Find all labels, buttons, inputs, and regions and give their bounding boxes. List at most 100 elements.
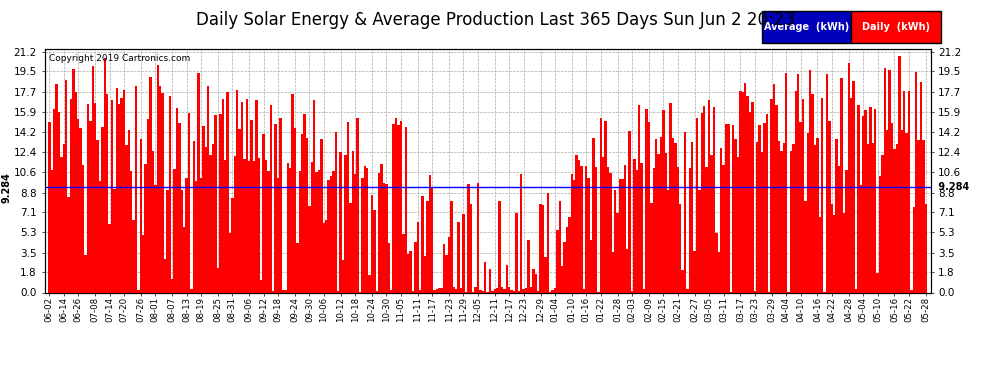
Bar [205, 147, 207, 292]
Bar [397, 124, 400, 292]
Bar [742, 92, 744, 292]
Bar [718, 252, 720, 292]
Bar [419, 290, 422, 292]
Bar [116, 88, 118, 292]
Bar [306, 138, 308, 292]
Bar [202, 126, 205, 292]
Bar [296, 243, 299, 292]
Bar [551, 290, 553, 292]
Bar [412, 291, 414, 292]
Bar [118, 104, 121, 292]
Bar [751, 102, 753, 292]
Bar [113, 189, 116, 292]
Bar [286, 163, 289, 292]
Bar [881, 155, 884, 292]
Bar [180, 190, 183, 292]
Bar [436, 289, 439, 292]
Bar [826, 74, 829, 292]
Bar [857, 105, 859, 292]
Bar [910, 290, 913, 292]
Bar [70, 99, 72, 292]
Bar [229, 233, 231, 292]
Bar [686, 289, 689, 292]
Bar [241, 102, 244, 292]
Bar [250, 120, 252, 292]
Bar [898, 56, 901, 292]
Bar [708, 100, 710, 292]
Bar [462, 214, 464, 292]
Bar [578, 160, 580, 292]
Bar [780, 151, 782, 292]
Bar [568, 217, 570, 292]
Bar [392, 124, 395, 292]
Bar [845, 170, 847, 292]
Bar [330, 176, 333, 292]
Bar [511, 290, 513, 292]
Bar [886, 130, 888, 292]
Bar [520, 174, 523, 292]
Bar [802, 99, 804, 292]
Bar [265, 160, 267, 292]
Bar [775, 105, 778, 292]
Bar [159, 86, 161, 292]
Bar [147, 119, 149, 292]
Bar [375, 291, 378, 292]
Bar [222, 99, 224, 292]
Bar [765, 114, 768, 292]
Bar [244, 159, 246, 292]
Bar [345, 155, 346, 292]
Bar [732, 125, 735, 292]
Bar [657, 154, 659, 292]
Bar [402, 234, 405, 292]
Bar [710, 155, 713, 292]
Bar [231, 198, 234, 292]
Bar [149, 78, 151, 292]
Bar [252, 161, 255, 292]
Bar [715, 233, 718, 292]
Bar [236, 90, 239, 292]
Bar [328, 180, 330, 292]
Bar [301, 134, 303, 292]
Bar [590, 240, 592, 292]
Bar [340, 152, 342, 292]
Bar [761, 152, 763, 292]
Bar [313, 100, 316, 292]
Bar [740, 91, 742, 292]
Bar [484, 262, 486, 292]
Bar [72, 69, 74, 292]
Bar [525, 288, 528, 292]
Bar [540, 204, 542, 292]
Bar [570, 174, 573, 292]
Bar [489, 269, 491, 292]
Bar [151, 151, 154, 292]
Bar [342, 261, 345, 292]
Bar [530, 287, 532, 292]
Bar [106, 94, 108, 292]
Bar [318, 170, 320, 292]
Bar [299, 171, 301, 292]
Bar [901, 130, 903, 292]
Bar [479, 290, 481, 292]
Bar [460, 288, 462, 292]
Bar [333, 171, 335, 292]
Bar [183, 227, 185, 292]
Bar [50, 170, 53, 292]
Bar [573, 180, 575, 292]
Bar [676, 167, 679, 292]
Bar [279, 118, 282, 292]
Bar [417, 222, 419, 292]
Bar [812, 94, 814, 292]
FancyBboxPatch shape [851, 11, 940, 43]
Bar [580, 166, 583, 292]
Bar [49, 122, 50, 292]
Bar [491, 291, 494, 292]
Bar [614, 190, 617, 292]
Bar [176, 108, 178, 292]
Bar [834, 215, 836, 292]
Bar [439, 288, 441, 292]
Bar [797, 74, 799, 292]
Text: Daily Solar Energy & Average Production Last 365 Days Sun Jun 2 20:23: Daily Solar Energy & Average Production … [195, 11, 795, 29]
Text: Daily  (kWh): Daily (kWh) [862, 22, 930, 32]
Bar [354, 174, 356, 292]
Bar [385, 184, 388, 292]
